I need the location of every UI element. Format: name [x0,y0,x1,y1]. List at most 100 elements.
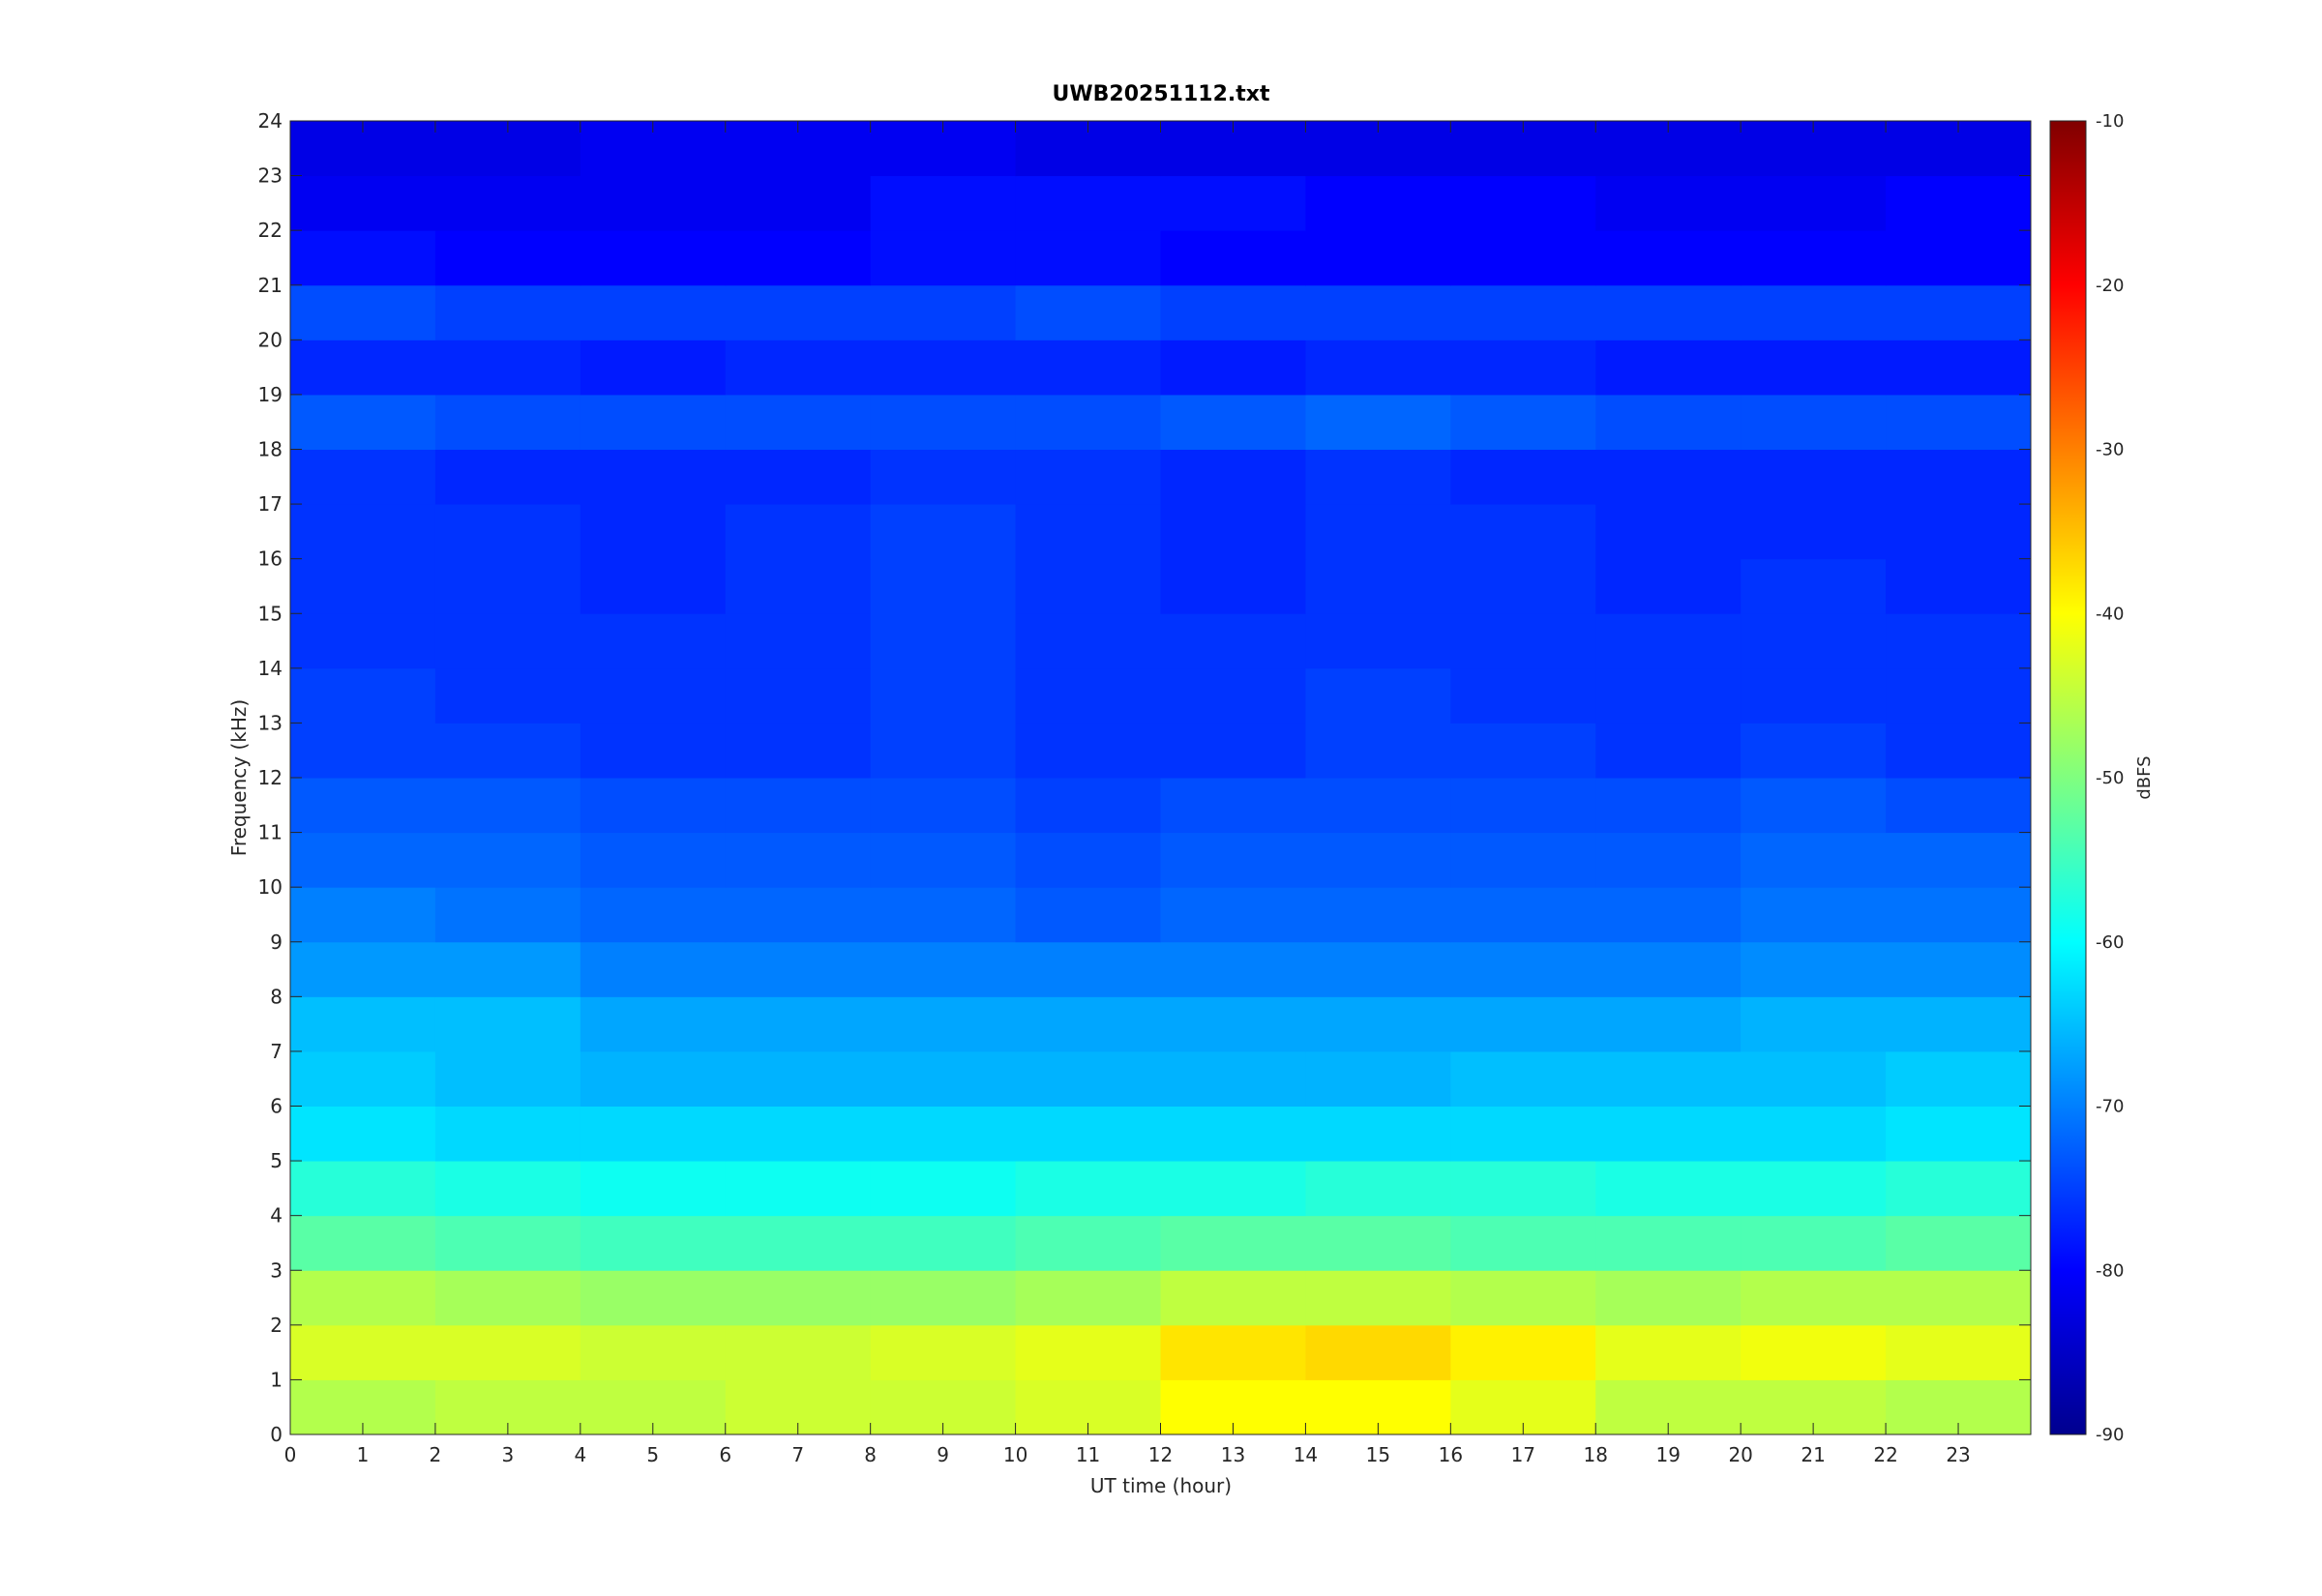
y-tick-label: 24 [258,109,283,133]
y-tick-label: 12 [258,766,283,789]
heatmap-cell [434,887,581,943]
heatmap-cell [290,1324,436,1380]
y-tick-label: 16 [258,547,283,571]
heatmap-cell [1595,1106,1742,1162]
heatmap-cell [1015,175,1161,231]
heatmap-cell [725,667,872,724]
heatmap-cell [1450,1161,1596,1217]
heatmap-cell [725,887,872,943]
heatmap-cell [1305,230,1451,286]
heatmap-cell [580,284,727,340]
heatmap-cell [1595,284,1742,340]
heatmap-cell [1160,613,1306,669]
heatmap-cell [1886,1270,2032,1326]
heatmap-cell [1305,667,1451,724]
heatmap-cell [290,340,436,396]
heatmap-cell [1305,394,1451,450]
heatmap-cell [434,667,581,724]
heatmap-cell [1886,340,2032,396]
heatmap-cell [290,1106,436,1162]
heatmap-cell [1305,778,1451,834]
heatmap-cell [725,941,872,997]
heatmap-cell [434,284,581,340]
y-tick-label: 3 [270,1258,283,1282]
heatmap-cell [1305,723,1451,779]
heatmap-cell [434,778,581,834]
heatmap-cell [1160,887,1306,943]
heatmap-cell [434,230,581,286]
colorbar-tick-label: -60 [2096,932,2124,953]
heatmap-cell [725,1106,872,1162]
heatmap-cell [580,941,727,997]
heatmap-cell [1886,996,2032,1052]
heatmap-cell [1015,1270,1161,1326]
heatmap-cell [1305,175,1451,231]
heatmap-cell [870,1215,1017,1271]
heatmap-cell [1015,778,1161,834]
heatmap-cell [1741,284,1887,340]
heatmap-cell [1886,667,2032,724]
heatmap-cell [1160,1106,1306,1162]
heatmap-cell [725,449,872,505]
heatmap-cell [1595,996,1742,1052]
heatmap-cell [434,1161,581,1217]
heatmap-cell [434,1106,581,1162]
heatmap-cell [1015,996,1161,1052]
x-tick-label: 5 [646,1443,659,1466]
heatmap-cell [1595,613,1742,669]
heatmap-cell [1305,340,1451,396]
heatmap-cell [725,558,872,614]
heatmap-cell [1450,941,1596,997]
heatmap-cell [580,832,727,888]
heatmap-cell [1450,887,1596,943]
heatmap-cell [1450,723,1596,779]
heatmap-cell [1741,449,1887,505]
heatmap-cell [290,175,436,231]
heatmap-cell [1741,1324,1887,1380]
heatmap-cell [1015,613,1161,669]
heatmap-cell [434,175,581,231]
heatmap-cell [1886,1215,2032,1271]
heatmap-cell [870,449,1017,505]
x-tick-label: 20 [1728,1443,1752,1466]
heatmap-cell [1305,613,1451,669]
heatmap-cell [1015,667,1161,724]
heatmap-cell [434,449,581,505]
heatmap-cell [290,558,436,614]
y-tick-label: 8 [270,985,283,1008]
heatmap-cell [1886,504,2032,560]
colorbar-tick-label: -40 [2096,604,2124,624]
heatmap-cell [434,832,581,888]
heatmap-cell [1450,230,1596,286]
heatmap-cell [1450,996,1596,1052]
x-tick-label: 11 [1076,1443,1100,1466]
heatmap-cell [1450,613,1596,669]
heatmap-cell [870,1324,1017,1380]
y-tick-label: 6 [270,1095,283,1118]
x-tick-label: 6 [719,1443,731,1466]
heatmap-cell [1595,941,1742,997]
heatmap-cell [434,723,581,779]
heatmap-cell [870,613,1017,669]
heatmap-cell [1741,1270,1887,1326]
heatmap-cell [1741,394,1887,450]
heatmap-cell [580,230,727,286]
heatmap-cell [1741,778,1887,834]
heatmap-cell [1450,832,1596,888]
heatmap-cell [434,504,581,560]
heatmap-cell [434,1270,581,1326]
heatmap-cell [580,1106,727,1162]
heatmap-cell [725,832,872,888]
y-tick-label: 9 [270,931,283,954]
heatmap-cell [1015,1215,1161,1271]
heatmap-cell [725,340,872,396]
heatmap-cell [1305,284,1451,340]
heatmap-cell [1015,230,1161,286]
x-tick-label: 10 [1003,1443,1027,1466]
heatmap-cell [1886,613,2032,669]
heatmap-cell [1741,504,1887,560]
heatmap-cell [1015,832,1161,888]
heatmap-cell [1595,887,1742,943]
heatmap-cell [1741,887,1887,943]
colorbar-tick-label: -10 [2096,111,2124,132]
